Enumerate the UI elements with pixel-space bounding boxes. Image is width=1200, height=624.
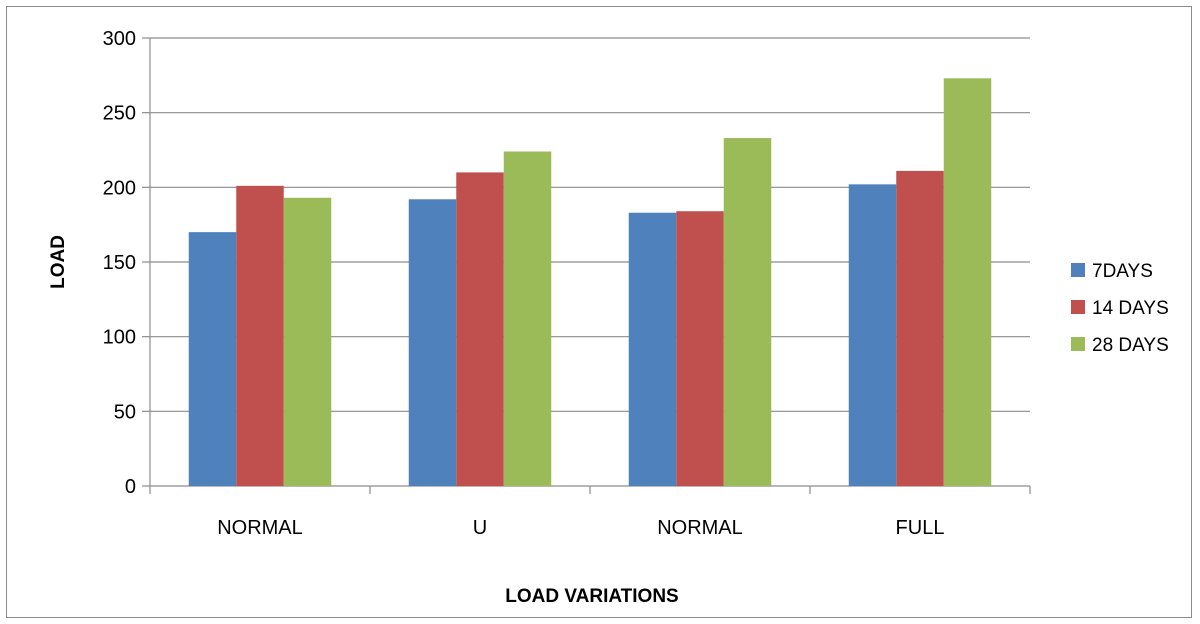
bar-28-days-0 bbox=[283, 197, 332, 486]
legend-label: 28 DAYS bbox=[1092, 335, 1169, 356]
y-tick-label: 50 bbox=[114, 401, 136, 423]
bar-14-days-2 bbox=[676, 211, 724, 486]
y-tick-label: 150 bbox=[103, 252, 136, 274]
y-tick-label: 300 bbox=[103, 28, 136, 50]
bars bbox=[188, 78, 992, 486]
y-tick-label: 200 bbox=[103, 177, 136, 199]
x-tick-label: NORMAL bbox=[217, 517, 303, 539]
x-tick-label: NORMAL bbox=[657, 517, 743, 539]
bar-7days-3 bbox=[848, 184, 897, 486]
legend-label: 7DAYS bbox=[1092, 261, 1153, 282]
y-axis-title: LOAD bbox=[48, 235, 69, 289]
x-tick-label: U bbox=[473, 517, 487, 539]
x-tick-labels: NORMAL U NORMAL FULL bbox=[217, 517, 944, 539]
bar-7days-0 bbox=[188, 232, 237, 486]
legend-label: 14 DAYS bbox=[1092, 298, 1169, 319]
bar-28-days-1 bbox=[503, 151, 552, 486]
legend-swatch bbox=[1071, 337, 1085, 351]
legend: 7DAYS 14 DAYS 28 DAYS bbox=[1071, 261, 1169, 356]
x-tick-label: FULL bbox=[896, 517, 945, 539]
bar-28-days-2 bbox=[723, 138, 772, 486]
y-tick-label: 250 bbox=[103, 103, 136, 125]
bar-7days-1 bbox=[408, 199, 457, 486]
y-tick-label: 100 bbox=[103, 327, 136, 349]
y-tick-labels: 0 50 100 150 200 250 300 bbox=[103, 28, 136, 498]
x-axis-title: LOAD VARIATIONS bbox=[505, 586, 678, 607]
y-tick-label: 0 bbox=[125, 476, 136, 498]
bar-14-days-3 bbox=[896, 170, 944, 486]
bar-7days-2 bbox=[628, 212, 677, 486]
bar-14-days-1 bbox=[456, 172, 504, 486]
bar-14-days-0 bbox=[236, 185, 284, 486]
bar-28-days-3 bbox=[943, 78, 992, 486]
legend-swatch bbox=[1071, 300, 1085, 314]
legend-swatch bbox=[1071, 263, 1085, 277]
